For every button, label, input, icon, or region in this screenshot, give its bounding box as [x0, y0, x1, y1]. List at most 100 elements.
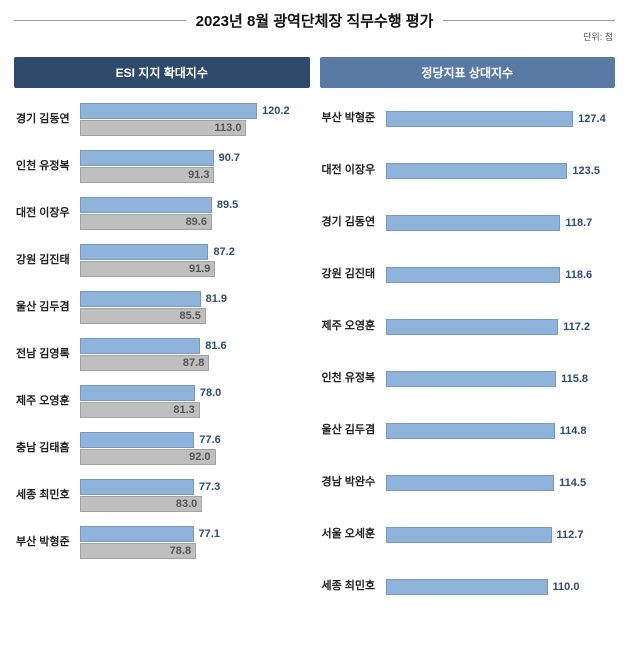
bar-primary: 110.0 [386, 579, 548, 595]
row-label: 세종 최민호 [14, 489, 80, 502]
bar-group: 78.081.3 [80, 385, 272, 418]
unit-label: 단위: 점 [583, 30, 613, 43]
row-label: 경남 박완수 [320, 476, 386, 489]
chart-row: 서울 오세훈112.7 [320, 509, 616, 561]
bar-group: 123.5 [386, 163, 578, 179]
chart-row: 경기 김동연120.2113.0 [14, 98, 310, 144]
row-label: 전남 김영록 [14, 348, 80, 361]
right-header: 정당지표 상대지수 [320, 57, 616, 88]
right-rows: 부산 박형준127.4대전 이장우123.5경기 김동연118.7강원 김진태1… [320, 94, 616, 613]
bar-secondary: 113.0 [80, 120, 246, 136]
bar-primary: 112.7 [386, 527, 552, 543]
bar-secondary: 78.8 [80, 543, 196, 559]
value-primary: 115.8 [561, 373, 588, 385]
value-primary: 81.6 [205, 340, 226, 352]
value-primary: 120.2 [262, 105, 290, 117]
value-primary: 127.4 [578, 113, 606, 125]
chart-row: 인천 유정복115.8 [320, 353, 616, 405]
bar-secondary: 83.0 [80, 496, 202, 512]
bar-primary: 89.5 [80, 197, 212, 213]
row-label: 대전 이장우 [320, 164, 386, 177]
bar-group: 81.9 85.5 [80, 291, 272, 324]
bar-group: 127.4 [386, 111, 578, 127]
bar-secondary: 89.6 [80, 214, 212, 230]
bar-group: 81.687.8 [80, 338, 272, 371]
bars-wrap: 87.291.9 [80, 244, 310, 277]
bars-wrap: 114.8 [386, 423, 616, 439]
bar-primary: 115.8 [386, 371, 557, 387]
chart-row: 제주 오영훈117.2 [320, 301, 616, 353]
row-label: 충남 김태흠 [14, 442, 80, 455]
chart-row: 대전 이장우89.589.6 [14, 191, 310, 238]
bar-group: 115.8 [386, 371, 578, 387]
bar-group: 112.7 [386, 527, 578, 543]
value-primary: 77.3 [199, 481, 220, 493]
chart-row: 울산 김두겸114.8 [320, 405, 616, 457]
value-primary: 110.0 [553, 581, 580, 593]
row-label: 부산 박형준 [320, 112, 386, 125]
bars-wrap: 90.7 91.3 [80, 150, 310, 183]
bar-primary: 117.2 [386, 319, 559, 335]
bar-secondary: 85.5 [80, 308, 206, 324]
row-label: 제주 오영훈 [320, 320, 386, 333]
bar-group: 120.2113.0 [80, 103, 272, 136]
value-secondary: 85.5 [180, 310, 201, 322]
chart-row: 충남 김태흠77.692.0 [14, 426, 310, 473]
value-primary: 117.2 [563, 321, 590, 333]
bars-wrap: 117.2 [386, 319, 616, 335]
rule-left [14, 20, 186, 21]
bar-primary: 77.3 [80, 479, 194, 495]
bars-wrap: 114.5 [386, 475, 616, 491]
bars-wrap: 118.6 [386, 267, 616, 283]
bar-primary: 87.2 [80, 244, 208, 260]
chart-row: 세종 최민호110.0 [320, 561, 616, 613]
value-primary: 87.2 [213, 246, 234, 258]
bars-wrap: 81.9 85.5 [80, 291, 310, 324]
row-label: 서울 오세훈 [320, 528, 386, 541]
row-label: 인천 유정복 [320, 372, 386, 385]
bars-wrap: 120.2 113.0 [80, 103, 310, 136]
bar-secondary: 81.3 [80, 402, 200, 418]
bars-wrap: 89.5 89.6 [80, 197, 310, 230]
row-label: 강원 김진태 [14, 254, 80, 267]
bar-primary: 123.5 [386, 163, 568, 179]
bars-wrap: 110.0 [386, 579, 616, 595]
value-primary: 77.1 [199, 528, 220, 540]
chart-row: 전남 김영록81.687.8 [14, 332, 310, 379]
bar-primary: 127.4 [386, 111, 574, 127]
value-primary: 114.5 [559, 477, 586, 489]
bar-group: 89.5 89.6 [80, 197, 272, 230]
right-column: 정당지표 상대지수 부산 박형준127.4대전 이장우123.5경기 김동연11… [320, 57, 616, 613]
value-primary: 114.8 [560, 425, 587, 437]
bar-group: 77.383.0 [80, 479, 272, 512]
value-primary: 123.5 [572, 165, 600, 177]
row-label: 제주 오영훈 [14, 395, 80, 408]
chart-row: 부산 박형준127.4 [320, 94, 616, 145]
title-bar: 2023년 8월 광역단체장 직무수행 평가 [14, 10, 615, 31]
row-label: 경기 김동연 [320, 216, 386, 229]
bar-primary: 118.6 [386, 267, 561, 283]
row-label: 부산 박형준 [14, 536, 80, 549]
value-secondary: 91.3 [188, 169, 209, 181]
bars-wrap: 81.687.8 [80, 338, 310, 371]
chart-row: 경기 김동연 118.7 [320, 197, 616, 249]
bar-secondary: 91.9 [80, 261, 215, 277]
value-primary: 77.6 [199, 434, 220, 446]
value-primary: 89.5 [217, 199, 238, 211]
bar-primary: 90.7 [80, 150, 214, 166]
bars-wrap: 115.8 [386, 371, 616, 387]
left-column: ESI 지지 확대지수 경기 김동연120.2113.0인천 유정복90.791… [14, 57, 310, 613]
value-primary: 118.7 [565, 217, 592, 229]
rule-right [443, 20, 615, 21]
left-rows: 경기 김동연120.2113.0인천 유정복90.791.3대전 이장우89.5… [14, 98, 310, 567]
bar-primary: 81.9 [80, 291, 201, 307]
bar-primary: 77.6 [80, 432, 194, 448]
bar-primary: 77.1 [80, 526, 194, 542]
bars-wrap: 77.383.0 [80, 479, 310, 512]
bars-wrap: 127.4 [386, 111, 616, 127]
bars-wrap: 78.081.3 [80, 385, 310, 418]
value-primary: 118.6 [565, 269, 592, 281]
row-label: 인천 유정복 [14, 160, 80, 173]
bar-primary: 81.6 [80, 338, 200, 354]
value-secondary: 89.6 [186, 216, 207, 228]
